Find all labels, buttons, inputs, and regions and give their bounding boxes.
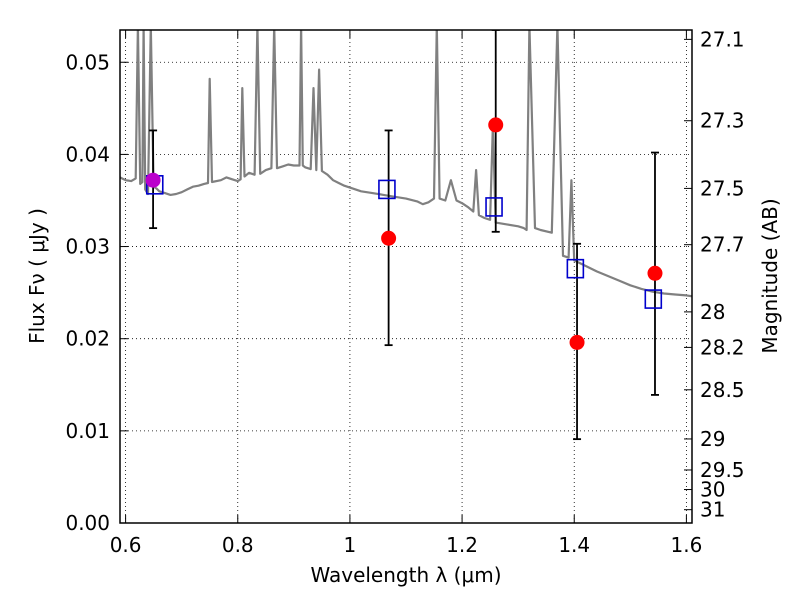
x-tick-label: 0.8	[222, 533, 254, 557]
x-tick-label: 1	[344, 533, 357, 557]
model-point-square	[485, 197, 503, 217]
magnitude-tick-label: 27.7	[700, 233, 745, 257]
magnitude-tick-label: 30	[700, 478, 725, 502]
axis-ticks	[120, 30, 692, 524]
y-tick-labels: 0.00 0.01 0.02 0.03 0.04 0.05	[65, 50, 110, 535]
magnitude-tick-label: 29.5	[700, 458, 745, 482]
y-tick-label: 0.00	[65, 511, 110, 535]
magnitude-tick-label: 27.5	[700, 176, 745, 200]
magnitude-tick-label: 27.3	[700, 109, 745, 133]
y-tick-label: 0.01	[65, 419, 110, 443]
x-tick-label: 1.4	[558, 533, 590, 557]
grid	[120, 30, 692, 524]
model-point-square	[378, 179, 396, 200]
model-photometry-squares	[145, 175, 663, 309]
magnitude-tick-label: 28.2	[700, 335, 745, 359]
magnitude-tick-label: 28	[700, 300, 725, 324]
y-tick-label: 0.04	[65, 142, 110, 166]
model-point-square	[644, 289, 663, 309]
observed-point-circle	[488, 117, 504, 133]
y-tick-label: 0.05	[65, 50, 110, 74]
magnitude-tick-label: 28.5	[700, 378, 745, 402]
spectrum-line	[120, 30, 692, 298]
x-tick-label: 1.6	[670, 533, 702, 557]
right-axis-label: Magnitude (AB)	[758, 198, 782, 353]
y-tick-label: 0.02	[65, 327, 110, 351]
x-tick-label: 1.2	[446, 533, 478, 557]
observed-point-circle	[145, 172, 161, 188]
y-tick-label: 0.03	[65, 235, 110, 259]
x-tick-label: 0.6	[110, 533, 142, 557]
observed-photometry-points	[145, 117, 663, 350]
observed-point-circle	[569, 334, 585, 350]
observed-point-circle	[647, 265, 663, 281]
x-tick-labels: 0.6 0.8 1 1.2 1.4 1.6	[110, 533, 703, 557]
magnitude-tick-label: 27.1	[700, 27, 745, 51]
observed-point-circle	[381, 230, 397, 246]
x-axis-label: Wavelength λ (μm)	[310, 563, 501, 587]
y-axis-label: Flux Fν ( μJy )	[25, 208, 49, 344]
spectrum	[120, 30, 692, 298]
magnitude-tick-label: 29	[700, 427, 725, 451]
error-bars	[149, 30, 659, 441]
magnitude-tick-label: 31	[700, 498, 725, 522]
plot-frame	[119, 29, 693, 524]
model-point-square	[566, 258, 585, 279]
